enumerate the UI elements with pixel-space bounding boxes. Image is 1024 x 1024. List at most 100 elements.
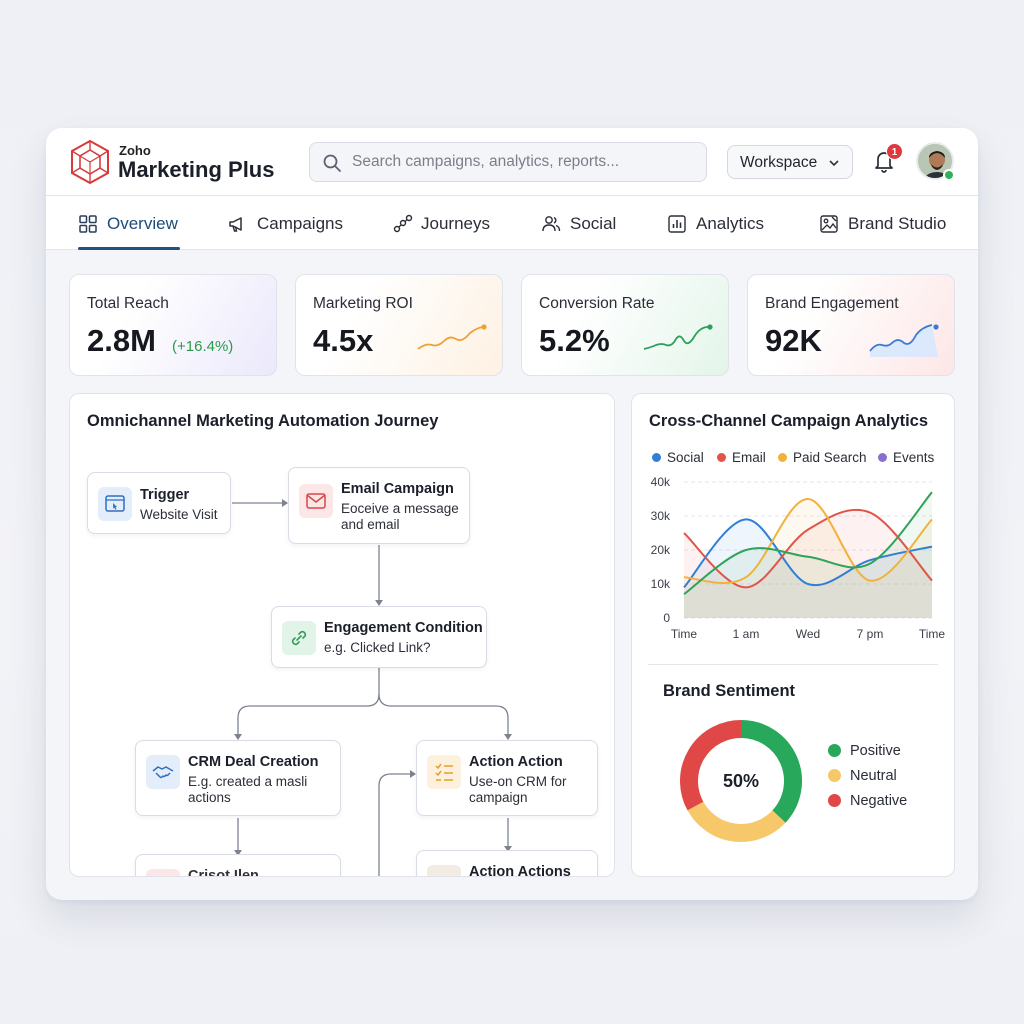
legend-label: Email	[732, 450, 766, 465]
journey-node-action-action[interactable]: Action Action Use-on CRM for campaign	[416, 740, 598, 816]
sentiment-title: Brand Sentiment	[663, 682, 796, 700]
kpi-card-total-reach[interactable]: Total Reach 2.8M (+16.4%)	[69, 274, 277, 376]
y-tick-label: 0	[663, 611, 670, 625]
donut-segment-neutral[interactable]	[687, 801, 786, 842]
journey-node-engagement-condition[interactable]: Engagement Condition e.g. Clicked Link?	[271, 606, 487, 668]
legend-label: Events	[893, 450, 935, 465]
tab-label: Campaigns	[257, 214, 343, 233]
bar-chart-icon	[668, 215, 686, 233]
journey-connectors	[232, 499, 512, 876]
y-tick-label: 10k	[651, 577, 671, 591]
brand-product-name: Marketing Plus	[118, 157, 275, 182]
sentiment-legend-neutral[interactable]: Neutral	[828, 768, 897, 784]
node-desc: E.g. created a masli actions	[188, 774, 308, 805]
series-line-email[interactable]	[683, 508, 933, 589]
search-box[interactable]	[309, 142, 707, 182]
journey-node-partial-left[interactable]: Crisot Ilen	[135, 854, 341, 877]
journey-node-crm-deal-creation[interactable]: CRM Deal Creation E.g. created a masli a…	[135, 740, 341, 816]
tab-analytics[interactable]: Analytics	[667, 196, 777, 250]
series-line-events[interactable]	[683, 491, 933, 596]
checklist-icon	[435, 763, 453, 781]
node-icon-bg	[282, 621, 316, 655]
tab-brand-studio[interactable]: Brand Studio	[819, 196, 959, 250]
kpi-label: Brand Engagement	[765, 295, 899, 312]
tab-label: Brand Studio	[848, 214, 947, 233]
donut-segment-positive[interactable]	[740, 720, 802, 823]
x-tick-label: Time	[671, 627, 698, 641]
journey-icon	[393, 214, 413, 233]
x-tick-label: 1 am	[733, 627, 760, 641]
donut-segment-negative[interactable]	[680, 720, 742, 811]
legend-email[interactable]: Email	[717, 450, 766, 465]
tab-overview[interactable]: Overview	[78, 196, 180, 250]
node-title: Crisot Ilen	[188, 868, 259, 877]
image-icon	[820, 215, 838, 233]
series-line-paid-search[interactable]	[683, 497, 933, 584]
notification-badge: 1	[886, 143, 903, 160]
journey-node-trigger[interactable]: Trigger Website Visit	[87, 472, 231, 534]
legend-events[interactable]: Events	[878, 450, 934, 465]
legend-dot	[828, 744, 841, 757]
x-tick-label: Wed	[796, 627, 820, 641]
legend-paid-search[interactable]: Paid Search	[778, 450, 867, 465]
node-desc: Website Visit	[140, 507, 218, 522]
search-input[interactable]	[352, 143, 692, 181]
online-status-dot	[943, 169, 955, 181]
node-icon-bg	[98, 487, 132, 521]
legend-dot	[652, 453, 661, 462]
node-icon-bg	[146, 755, 180, 789]
sentiment-legend-negative[interactable]: Negative	[828, 793, 907, 809]
y-tick-label: 20k	[651, 543, 671, 557]
node-title: Engagement Condition	[324, 620, 483, 636]
node-title: Trigger	[140, 487, 190, 503]
node-icon-bg	[427, 755, 461, 789]
tab-social[interactable]: Social	[541, 196, 631, 250]
kpi-value: 2.8M	[87, 323, 156, 358]
kpi-value: 92K	[765, 323, 822, 358]
journey-panel: Omnichannel Marketing Automation Journey	[69, 393, 615, 877]
sparkline-green	[643, 324, 713, 350]
legend-dot	[778, 453, 787, 462]
kpi-delta: (+16.4%)	[172, 338, 234, 355]
kpi-card-conversion-rate[interactable]: Conversion Rate 5.2%	[521, 274, 729, 376]
legend-label: Neutral	[850, 768, 897, 784]
zoho-cube-logo-icon[interactable]	[68, 138, 112, 186]
legend-dot	[828, 794, 841, 807]
section-divider	[648, 664, 938, 665]
app-window: Zoho Marketing Plus Workspace 1	[46, 128, 978, 900]
main-tabs: Overview Campaigns Journeys	[46, 196, 978, 250]
legend-social[interactable]: Social	[652, 450, 704, 465]
analytics-panel: Cross-Channel Campaign Analytics Social …	[631, 393, 955, 877]
series-area-social	[684, 519, 932, 618]
kpi-label: Conversion Rate	[539, 295, 655, 312]
series-area-email	[684, 509, 932, 618]
legend-label: Paid Search	[793, 450, 867, 465]
sentiment-donut-chart	[680, 720, 802, 842]
tab-journeys[interactable]: Journeys	[393, 196, 503, 250]
envelope-icon	[306, 493, 326, 509]
sentiment-legend-positive[interactable]: Positive	[828, 743, 901, 759]
chevron-down-icon	[829, 160, 839, 167]
legend-dot	[878, 453, 887, 462]
kpi-card-marketing-roi[interactable]: Marketing ROI 4.5x	[295, 274, 503, 376]
kpi-label: Total Reach	[87, 295, 169, 312]
x-tick-label: Time	[919, 627, 946, 641]
y-tick-label: 30k	[651, 509, 671, 523]
journey-node-email-campaign[interactable]: Email Campaign Eoceive a message and ema…	[288, 467, 470, 544]
campaign-chart-title: Cross-Channel Campaign Analytics	[649, 412, 929, 430]
tag-icon	[146, 869, 180, 876]
brand-company: Zoho	[119, 143, 151, 158]
node-title: Action Actions	[469, 864, 571, 877]
node-desc: Eoceive a message and email	[341, 501, 459, 532]
journey-node-partial-right[interactable]: Action Actions	[416, 850, 598, 877]
handshake-icon	[152, 766, 174, 779]
workspace-dropdown[interactable]: Workspace	[727, 145, 853, 179]
tab-campaigns[interactable]: Campaigns	[227, 196, 347, 250]
node-desc: e.g. Clicked Link?	[324, 640, 431, 655]
node-desc: Use-on CRM for campaign	[469, 774, 567, 805]
kpi-card-brand-engagement[interactable]: Brand Engagement 92K	[747, 274, 955, 376]
tab-label: Overview	[107, 214, 178, 233]
kpi-value: 4.5x	[313, 323, 374, 358]
sparkline-orange	[417, 324, 487, 350]
